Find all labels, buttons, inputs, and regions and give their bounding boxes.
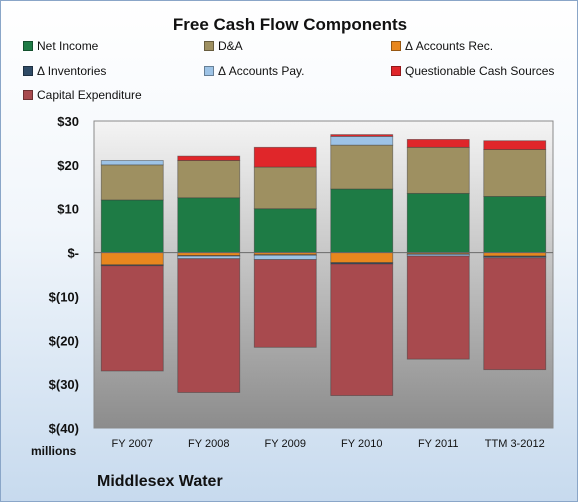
bar-segment — [100, 160, 164, 166]
bar-segment — [100, 252, 164, 266]
legend-label: Δ Accounts Rec. — [405, 39, 494, 53]
legend-swatch — [204, 66, 214, 76]
bar-segment — [483, 252, 547, 257]
bar-segment — [253, 259, 317, 348]
legend-item: Δ Accounts Rec. — [391, 39, 493, 53]
bar-segment — [253, 146, 317, 168]
bar-segment — [253, 166, 317, 210]
bar-segment — [177, 258, 241, 393]
bar-segment — [330, 134, 394, 137]
bar-segment — [483, 257, 547, 371]
legend-label: Questionable Cash Sources — [405, 64, 555, 78]
legend-item: Net Income — [23, 39, 98, 53]
bar-segment — [177, 155, 241, 161]
x-tick-label: FY 2008 — [188, 438, 229, 450]
units-label: millions — [31, 444, 77, 458]
bar-segment — [406, 146, 470, 194]
x-tick-label: FY 2011 — [418, 438, 459, 450]
legend-swatch — [23, 90, 33, 100]
legend-label: Δ Inventories — [37, 64, 107, 78]
bar-segment — [253, 208, 317, 253]
legend-label: Capital Expenditure — [37, 88, 142, 102]
y-tick-label: $20 — [57, 158, 79, 173]
legend-swatch — [23, 66, 33, 76]
plot-area — [93, 120, 554, 429]
chart-title: Free Cash Flow Components — [172, 15, 408, 34]
company-label: Middlesex Water — [97, 473, 223, 490]
x-tick-label: TTM 3-2012 — [485, 438, 545, 450]
bar-segment — [253, 254, 317, 260]
legend-item: Questionable Cash Sources — [391, 64, 554, 78]
legend-item: D&A — [204, 39, 243, 53]
legend-item: Δ Inventories — [23, 64, 106, 78]
bar-segment — [483, 140, 547, 150]
bar-segment — [177, 160, 241, 199]
bar-segment — [483, 149, 547, 197]
x-tick-label: FY 2007 — [112, 438, 153, 450]
legend-swatch — [204, 41, 214, 51]
bar-segment — [406, 192, 470, 253]
bar-segment — [483, 196, 547, 253]
legend-item: Δ Accounts Pay. — [204, 64, 305, 78]
legend-swatch — [391, 66, 401, 76]
bar-segment — [330, 188, 394, 253]
y-tick-label: $30 — [57, 114, 79, 129]
bar-segment — [330, 263, 394, 396]
bar-segment — [100, 164, 164, 201]
x-tick-label: FY 2009 — [265, 438, 306, 450]
legend-swatch — [391, 41, 401, 51]
legend-label: Net Income — [37, 39, 99, 53]
y-tick-label: $(30) — [49, 377, 79, 392]
y-tick-label: $(40) — [49, 421, 79, 436]
bar-segment — [100, 199, 164, 253]
legend-label: Δ Accounts Pay. — [218, 64, 305, 78]
bar-segment — [406, 139, 470, 148]
y-tick-label: $(10) — [49, 289, 79, 304]
bar-segment — [330, 135, 394, 146]
bar-segment — [406, 255, 470, 360]
legend-label: D&A — [218, 39, 243, 53]
bar-segment — [177, 197, 241, 253]
bar-segment — [100, 265, 164, 372]
x-tick-label: FY 2010 — [341, 438, 382, 450]
bar-segment — [330, 144, 394, 190]
y-tick-label: $(20) — [49, 333, 79, 348]
y-tick-label: $- — [67, 246, 79, 261]
y-tick-label: $10 — [57, 202, 79, 217]
bar-segment — [330, 252, 394, 264]
legend-item: Capital Expenditure — [23, 88, 142, 102]
legend-swatch — [23, 41, 33, 51]
